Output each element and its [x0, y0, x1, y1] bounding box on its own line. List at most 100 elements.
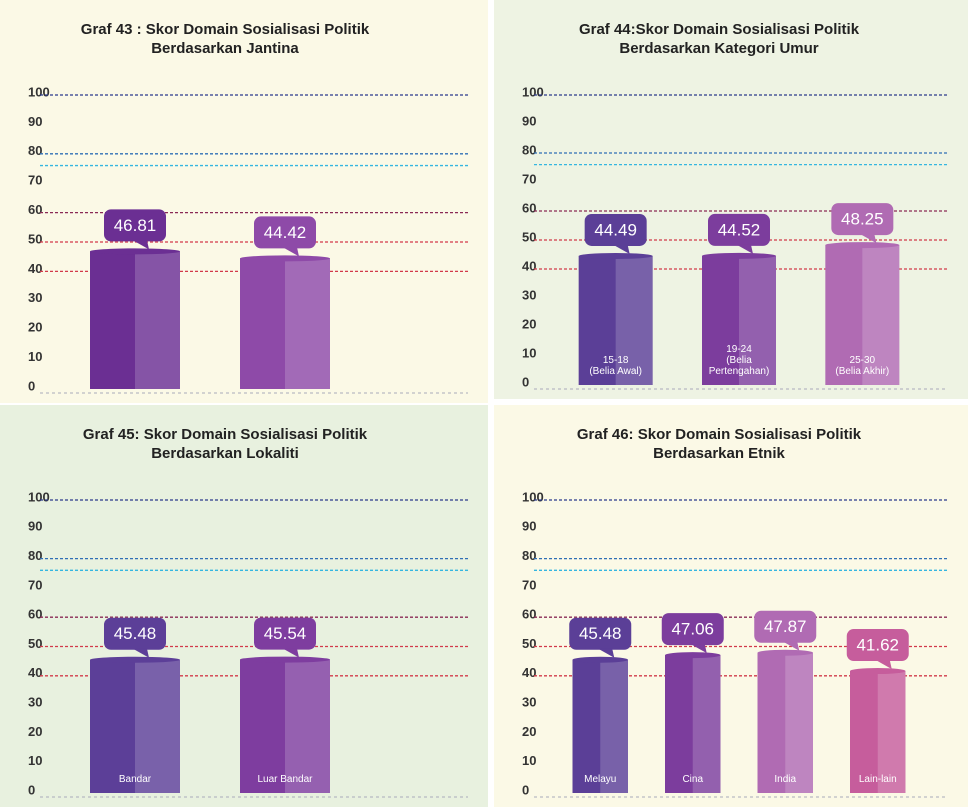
callout-pointer — [860, 234, 877, 244]
callout-pointer — [783, 641, 800, 651]
y-tick-label: 70 — [522, 171, 536, 186]
callout-pointer — [283, 247, 299, 257]
category-label: 15-18 (Belia Awal) — [589, 355, 642, 377]
chart: 0 10 20 30 40 50 60 70 80 90 100 45.48 45.54 — [28, 489, 468, 798]
bar-shade — [615, 255, 653, 385]
callout — [254, 617, 316, 650]
bar-cap — [757, 649, 813, 656]
bar — [240, 258, 330, 389]
chart-title: Graf 43 : Skor Domain Sosialisasi Politi… — [80, 21, 370, 57]
chart: 0 10 20 30 40 50 60 70 80 90 100 46.81 44.42 — [28, 84, 468, 394]
y-tick-label: 80 — [28, 548, 42, 563]
y-tick-label: 0 — [522, 782, 529, 797]
callout-pointer — [875, 660, 892, 670]
callout-pointer — [598, 648, 615, 658]
y-tick-label: 10 — [522, 345, 536, 360]
value-label: 45.48 — [114, 624, 157, 643]
bar — [572, 659, 628, 793]
value-label: 44.49 — [594, 220, 637, 239]
y-tick-label: 100 — [522, 489, 544, 504]
value-label: 44.42 — [264, 223, 307, 242]
bar-cap — [578, 252, 653, 259]
chart-title: Graf 44:Skor Domain Sosialisasi Politik … — [578, 21, 860, 57]
value-label: 47.06 — [671, 620, 714, 639]
value-label: 41.62 — [856, 636, 899, 655]
callout-pointer — [737, 244, 753, 254]
value-label: 45.48 — [579, 624, 622, 643]
category-label: 25-30 (Belia Akhir) — [835, 355, 890, 377]
y-tick-label: 50 — [28, 231, 42, 246]
y-tick-label: 0 — [522, 374, 529, 389]
y-tick-label: 40 — [522, 665, 536, 680]
y-tick-label: 60 — [28, 607, 42, 622]
y-tick-label: 50 — [28, 636, 42, 651]
bar-shade — [135, 251, 180, 389]
bar-cap — [90, 656, 180, 663]
bar — [578, 255, 653, 385]
chart-panel: 0 10 20 30 40 50 60 70 80 90 100 45.48 45.54 Bandar Lu… — [0, 405, 488, 807]
y-tick-label: 30 — [522, 287, 536, 302]
value-label: 44.52 — [718, 220, 761, 239]
y-tick-label: 20 — [28, 320, 42, 335]
y-tick-label: 20 — [522, 316, 536, 331]
y-tick-label: 60 — [522, 607, 536, 622]
bar-shade — [285, 258, 330, 389]
bar-shade — [692, 655, 721, 793]
category-label: Bandar — [118, 774, 152, 785]
y-tick-label: 50 — [522, 636, 536, 651]
y-tick-label: 50 — [522, 229, 536, 244]
bar-cap — [665, 652, 721, 659]
bar-cap — [572, 656, 628, 663]
category-label: Melayu — [584, 774, 617, 785]
y-tick-label: 40 — [28, 665, 42, 680]
bar — [702, 255, 776, 385]
callout — [661, 613, 724, 646]
chart-panel: 0 10 20 30 40 50 60 70 80 90 100 45.48 47.06 47.87 41.… — [494, 405, 968, 807]
y-tick-label: 90 — [28, 114, 42, 129]
bar-cap — [90, 248, 180, 255]
y-tick-label: 30 — [522, 695, 536, 710]
category-label: Luar Bandar — [257, 774, 313, 785]
category-label: Cina — [682, 774, 704, 785]
value-label: 48.25 — [841, 210, 884, 229]
y-tick-label: 20 — [28, 724, 42, 739]
bar-shade — [785, 652, 813, 793]
chart-panel: 0 10 20 30 40 50 60 70 80 90 100 44.49 44.52 48.25 15-… — [494, 0, 968, 399]
y-tick-label: 80 — [522, 548, 536, 563]
y-tick-label: 40 — [522, 258, 536, 273]
bar-cap — [702, 252, 776, 259]
callout-pointer — [133, 648, 149, 658]
callout — [104, 209, 166, 242]
bar-cap — [240, 656, 330, 663]
y-tick-label: 100 — [28, 84, 50, 99]
y-tick-label: 90 — [522, 113, 536, 128]
bar — [757, 652, 813, 793]
bar-shade — [739, 255, 776, 385]
y-tick-label: 20 — [522, 724, 536, 739]
chart-title: Graf 46: Skor Domain Sosialisasi Politik… — [576, 426, 862, 462]
callout — [254, 216, 316, 249]
bar-shade — [135, 659, 180, 793]
value-label: 45.54 — [264, 624, 307, 643]
bar-shade — [285, 659, 330, 793]
bar — [825, 245, 900, 385]
y-tick-label: 90 — [522, 519, 536, 534]
y-tick-label: 30 — [28, 695, 42, 710]
category-label: India — [774, 774, 797, 785]
y-tick-label: 60 — [522, 200, 536, 215]
callout — [831, 203, 894, 236]
y-tick-label: 10 — [28, 349, 42, 364]
y-tick-label: 70 — [28, 577, 42, 592]
y-tick-label: 70 — [522, 577, 536, 592]
bar — [665, 655, 721, 793]
bar-shade — [862, 245, 900, 385]
chart-title: Graf 45: Skor Domain Sosialisasi Politik… — [82, 426, 368, 462]
y-tick-label: 100 — [28, 489, 50, 504]
callout — [584, 213, 647, 246]
y-tick-label: 60 — [28, 202, 42, 217]
value-label: 47.87 — [764, 617, 807, 636]
callout — [569, 617, 632, 650]
category-label: Lain-lain — [858, 774, 897, 785]
bar — [90, 659, 180, 793]
